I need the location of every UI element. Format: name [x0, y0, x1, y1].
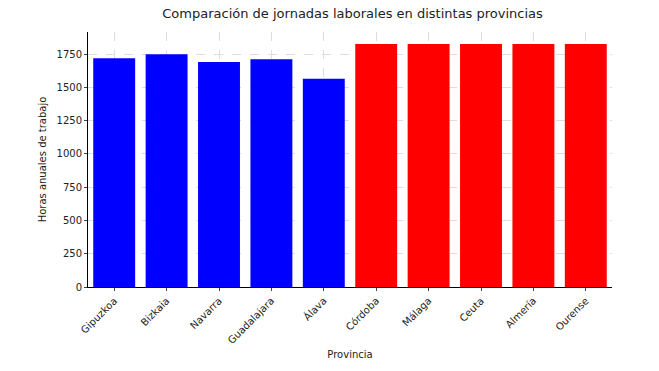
svg-text:Bizkaia: Bizkaia [139, 295, 172, 328]
svg-text:Guadalajara: Guadalajara [226, 295, 277, 346]
svg-text:250: 250 [63, 248, 82, 259]
svg-text:750: 750 [63, 182, 82, 193]
svg-text:Navarra: Navarra [188, 295, 224, 331]
svg-text:Córdoba: Córdoba [344, 295, 381, 332]
svg-text:1000: 1000 [57, 148, 82, 159]
svg-text:500: 500 [63, 215, 82, 226]
svg-text:Almería: Almería [503, 295, 538, 330]
svg-text:Ourense: Ourense [553, 295, 590, 332]
svg-text:Ceuta: Ceuta [457, 295, 486, 324]
svg-text:0: 0 [76, 282, 82, 293]
svg-text:1750: 1750 [57, 49, 82, 60]
svg-text:Gipuzkoa: Gipuzkoa [79, 295, 119, 335]
svg-text:Comparación de jornadas labora: Comparación de jornadas laborales en dis… [162, 6, 543, 21]
svg-text:Horas anuales de trabajo: Horas anuales de trabajo [37, 97, 48, 223]
svg-text:Provincia: Provincia [327, 349, 372, 360]
svg-text:1250: 1250 [57, 115, 82, 126]
svg-text:1500: 1500 [57, 82, 82, 93]
svg-text:Málaga: Málaga [400, 295, 433, 328]
svg-text:Álava: Álava [301, 294, 329, 322]
